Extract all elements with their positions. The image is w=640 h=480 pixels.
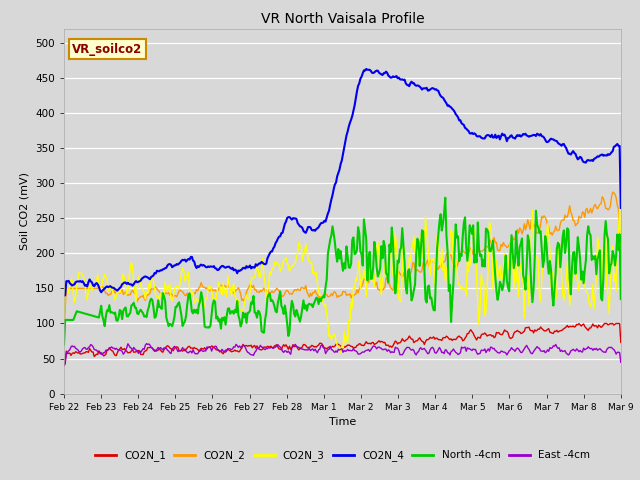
Y-axis label: Soil CO2 (mV): Soil CO2 (mV) (20, 172, 29, 250)
CO2N_2 (234, 287, 241, 292)
CO2N_1 (372, 341, 380, 347)
CO2N_3 (373, 248, 381, 253)
Line: East -4cm: East -4cm (64, 344, 621, 366)
CO2N_2 (399, 275, 406, 280)
CO2N_2 (469, 252, 477, 257)
Text: VR_soilco2: VR_soilco2 (72, 43, 143, 56)
CO2N_1 (234, 348, 241, 354)
North -4cm (442, 195, 449, 201)
CO2N_1 (295, 347, 303, 353)
North -4cm (234, 298, 241, 304)
East -4cm (617, 360, 625, 365)
North -4cm (399, 225, 406, 231)
CO2N_3 (295, 240, 303, 245)
CO2N_3 (60, 318, 68, 324)
CO2N_1 (617, 339, 625, 345)
CO2N_4 (470, 131, 478, 136)
Legend: CO2N_1, CO2N_2, CO2N_3, CO2N_4, North -4cm, East -4cm: CO2N_1, CO2N_2, CO2N_3, CO2N_4, North -4… (91, 446, 594, 466)
East -4cm (60, 363, 68, 369)
North -4cm (617, 296, 625, 302)
CO2N_1 (399, 336, 406, 342)
CO2N_3 (234, 304, 241, 310)
East -4cm (470, 347, 478, 352)
North -4cm (60, 342, 68, 348)
CO2N_1 (601, 321, 609, 326)
Line: CO2N_2: CO2N_2 (64, 192, 621, 330)
X-axis label: Time: Time (329, 417, 356, 427)
Line: North -4cm: North -4cm (64, 198, 621, 345)
East -4cm (567, 348, 575, 354)
Line: CO2N_1: CO2N_1 (64, 324, 621, 366)
CO2N_4 (362, 66, 370, 72)
CO2N_3 (616, 204, 623, 210)
CO2N_4 (373, 68, 381, 73)
East -4cm (234, 345, 242, 350)
CO2N_1 (566, 324, 573, 329)
East -4cm (399, 350, 407, 356)
North -4cm (295, 315, 303, 321)
CO2N_2 (609, 189, 616, 195)
CO2N_3 (470, 227, 478, 232)
CO2N_3 (567, 286, 575, 291)
CO2N_2 (617, 279, 625, 285)
North -4cm (470, 260, 478, 265)
CO2N_4 (399, 77, 407, 83)
CO2N_4 (234, 270, 241, 276)
Line: CO2N_3: CO2N_3 (64, 207, 621, 353)
East -4cm (373, 346, 381, 352)
CO2N_4 (295, 222, 303, 228)
CO2N_2 (60, 327, 68, 333)
CO2N_2 (295, 287, 303, 293)
CO2N_4 (567, 152, 575, 157)
CO2N_1 (60, 363, 68, 369)
CO2N_2 (566, 203, 573, 209)
CO2N_2 (372, 282, 380, 288)
Title: VR North Vaisala Profile: VR North Vaisala Profile (260, 12, 424, 26)
East -4cm (296, 345, 304, 351)
East -4cm (143, 341, 150, 347)
North -4cm (567, 291, 575, 297)
CO2N_3 (337, 350, 344, 356)
CO2N_1 (469, 330, 477, 336)
CO2N_3 (399, 242, 407, 248)
North -4cm (372, 249, 380, 254)
CO2N_4 (617, 205, 625, 211)
CO2N_4 (60, 292, 68, 298)
Line: CO2N_4: CO2N_4 (64, 69, 621, 295)
CO2N_3 (617, 269, 625, 275)
